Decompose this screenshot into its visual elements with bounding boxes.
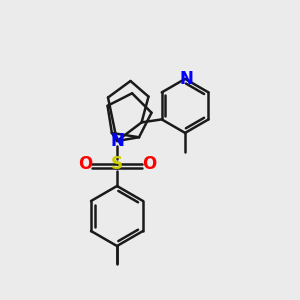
Text: O: O [78, 155, 92, 173]
Text: N: N [180, 70, 194, 88]
Text: O: O [142, 155, 156, 173]
Text: S: S [111, 155, 123, 173]
Text: N: N [110, 132, 124, 150]
